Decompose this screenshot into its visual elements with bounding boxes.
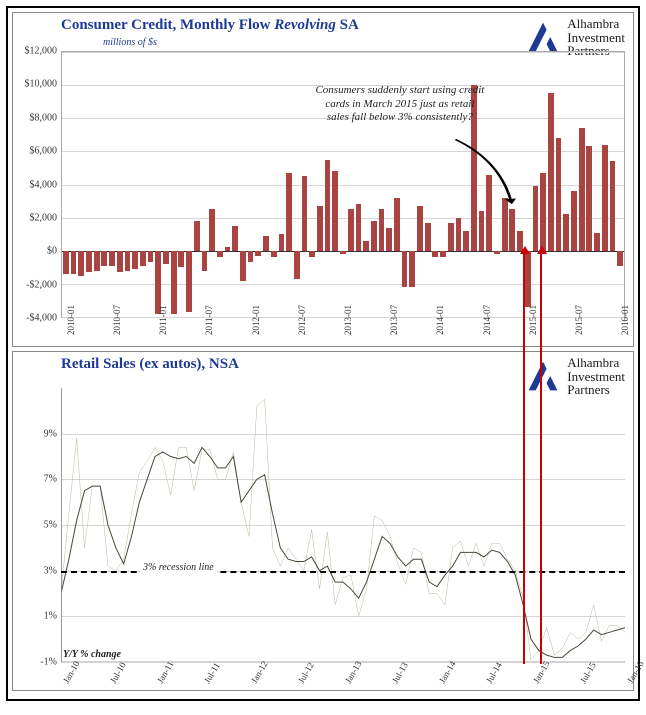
- x-tick-label: Jan-10: [61, 659, 82, 685]
- x-tick-label: Jul-12: [296, 661, 316, 685]
- y-tick-label: -$4,000: [13, 313, 57, 324]
- top-chart-subtitle: millions of $s: [103, 37, 157, 48]
- x-tick-label: 2013-01: [343, 305, 353, 335]
- x-tick-label: 2015-01: [528, 305, 538, 335]
- charts-container: Consumer Credit, Monthly Flow Revolving …: [6, 6, 640, 701]
- x-tick-label: 2014-01: [435, 305, 445, 335]
- x-tick-label: 2013-07: [389, 305, 399, 335]
- x-tick-label: Jan-14: [437, 659, 458, 685]
- x-tick-label: Jan-16: [625, 659, 646, 685]
- title-part-c: SA: [336, 17, 359, 33]
- y-tick-label: 3%: [13, 565, 57, 576]
- y-tick-label: $6,000: [13, 146, 57, 157]
- top-annotation: Consumers suddenly start using credit ca…: [315, 84, 485, 125]
- x-tick-label: Jul-10: [108, 661, 128, 685]
- recession-line-label: 3% recession line: [140, 562, 217, 573]
- bottom-y-axis: -1%1%3%5%7%9%: [13, 388, 59, 662]
- x-tick-label: 2012-07: [297, 305, 307, 335]
- y-tick-label: $8,000: [13, 112, 57, 123]
- x-tick-label: 2016-01: [620, 305, 630, 335]
- yy-change-label: Y/Y % change: [63, 649, 121, 660]
- bottom-chart-title: Retail Sales (ex autos), NSA: [61, 356, 239, 373]
- bottom-x-axis: Jan-10 Jul-10 Jan-11 Jul-11 Jan-12 Jul-12 Jan-…: [61, 662, 625, 684]
- y-tick-label: $2,000: [13, 212, 57, 223]
- x-tick-label: Jul-15: [578, 661, 598, 685]
- top-y-axis: -$4,000-$2,000$0$2,000$4,000$6,000$8,000…: [13, 51, 59, 318]
- x-tick-label: 2010-07: [112, 305, 122, 335]
- x-tick-label: 2010-01: [66, 305, 76, 335]
- title-part-a: Consumer Credit, Monthly Flow: [61, 17, 274, 33]
- x-tick-label: 2015-07: [574, 305, 584, 335]
- y-tick-label: -1%: [13, 657, 57, 668]
- y-tick-label: $0: [13, 246, 57, 257]
- x-tick-label: Jan-13: [343, 659, 364, 685]
- y-tick-label: $10,000: [13, 79, 57, 90]
- y-tick-label: 5%: [13, 520, 57, 531]
- top-chart-title: Consumer Credit, Monthly Flow Revolving …: [61, 17, 359, 34]
- highlight-vertical-line: [523, 253, 525, 664]
- x-tick-label: Jul-11: [202, 661, 222, 685]
- x-tick-label: Jul-14: [484, 661, 504, 685]
- x-tick-label: Jul-13: [390, 661, 410, 685]
- x-tick-label: 2014-07: [482, 305, 492, 335]
- x-tick-label: Jan-11: [155, 659, 175, 685]
- x-tick-label: 2011-01: [158, 305, 168, 335]
- y-tick-label: $4,000: [13, 179, 57, 190]
- highlight-vertical-line: [540, 253, 542, 664]
- y-tick-label: 9%: [13, 428, 57, 439]
- x-tick-label: 2012-01: [251, 305, 261, 335]
- y-tick-label: 1%: [13, 611, 57, 622]
- x-tick-label: Jan-12: [249, 659, 270, 685]
- y-tick-label: 7%: [13, 474, 57, 485]
- title-part-b: Revolving: [274, 17, 336, 33]
- y-tick-label: -$2,000: [13, 279, 57, 290]
- y-tick-label: $12,000: [13, 46, 57, 57]
- x-tick-label: 2011-07: [204, 305, 214, 335]
